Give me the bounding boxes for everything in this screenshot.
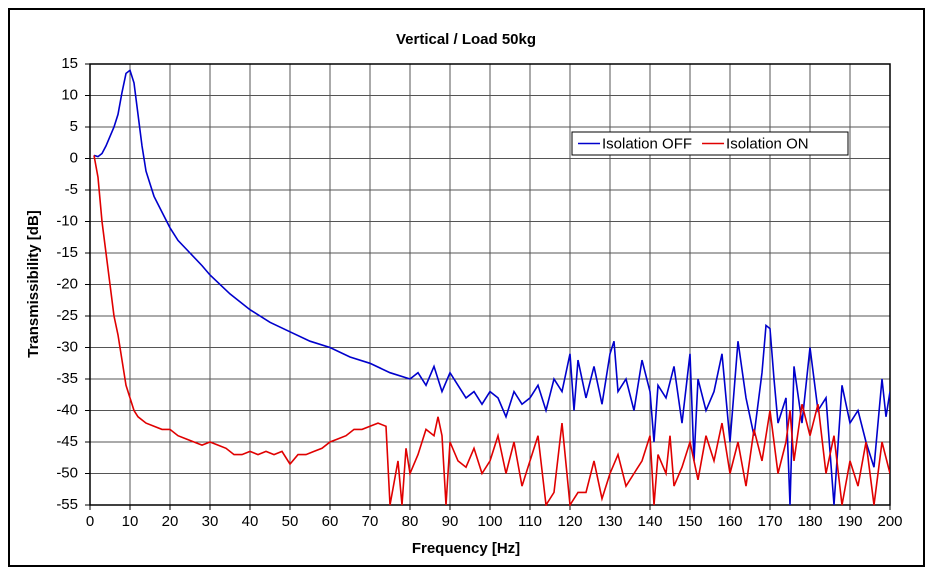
x-tick-label: 30 xyxy=(202,513,219,530)
x-tick-label: 60 xyxy=(322,513,339,530)
y-tick-label: -45 xyxy=(56,433,78,450)
y-tick-label: 0 xyxy=(70,149,78,166)
y-tick-label: 10 xyxy=(61,86,78,103)
x-tick-label: 120 xyxy=(557,513,582,530)
x-tick-label: 140 xyxy=(637,513,662,530)
x-axis-label: Frequency [Hz] xyxy=(412,540,520,557)
x-tick-label: 150 xyxy=(677,513,702,530)
x-tick-label: 160 xyxy=(717,513,742,530)
x-tick-label: 130 xyxy=(597,513,622,530)
x-tick-label: 70 xyxy=(362,513,379,530)
x-tick-label: 110 xyxy=(518,513,542,530)
y-tick-label: 5 xyxy=(70,118,78,135)
x-tick-label: 170 xyxy=(757,513,782,530)
y-tick-label: -5 xyxy=(65,181,78,198)
legend-label: Isolation OFF xyxy=(602,135,692,152)
y-tick-label: -35 xyxy=(56,370,78,387)
y-tick-label: -50 xyxy=(56,464,78,481)
y-tick-label: -40 xyxy=(56,401,78,418)
data-line xyxy=(93,68,890,506)
y-axis-label: Transmissibility [dB] xyxy=(25,210,42,358)
x-tick-label: 10 xyxy=(122,513,139,530)
legend-label: Isolation ON xyxy=(726,135,809,152)
x-tick-label: 80 xyxy=(402,513,419,530)
x-tick-label: 200 xyxy=(877,513,902,530)
x-tick-label: 50 xyxy=(282,513,299,530)
data-line xyxy=(93,155,890,506)
x-tick-label: 190 xyxy=(837,513,862,530)
y-tick-label: -15 xyxy=(56,244,78,261)
y-tick-label: 15 xyxy=(61,55,78,72)
plot-border xyxy=(89,63,891,506)
x-tick-label: 100 xyxy=(477,513,502,530)
x-tick-label: 180 xyxy=(797,513,822,530)
y-tick-label: -30 xyxy=(56,338,78,355)
y-tick-label: -25 xyxy=(56,307,78,324)
x-tick-label: 90 xyxy=(442,513,459,530)
x-tick-label: 20 xyxy=(162,513,179,530)
chart-title: Vertical / Load 50kg xyxy=(396,31,536,48)
x-tick-label: 0 xyxy=(86,513,94,530)
x-tick-label: 40 xyxy=(242,513,259,530)
y-tick-label: -55 xyxy=(56,496,78,513)
y-tick-label: -20 xyxy=(56,275,78,292)
y-tick-label: -10 xyxy=(56,212,78,229)
